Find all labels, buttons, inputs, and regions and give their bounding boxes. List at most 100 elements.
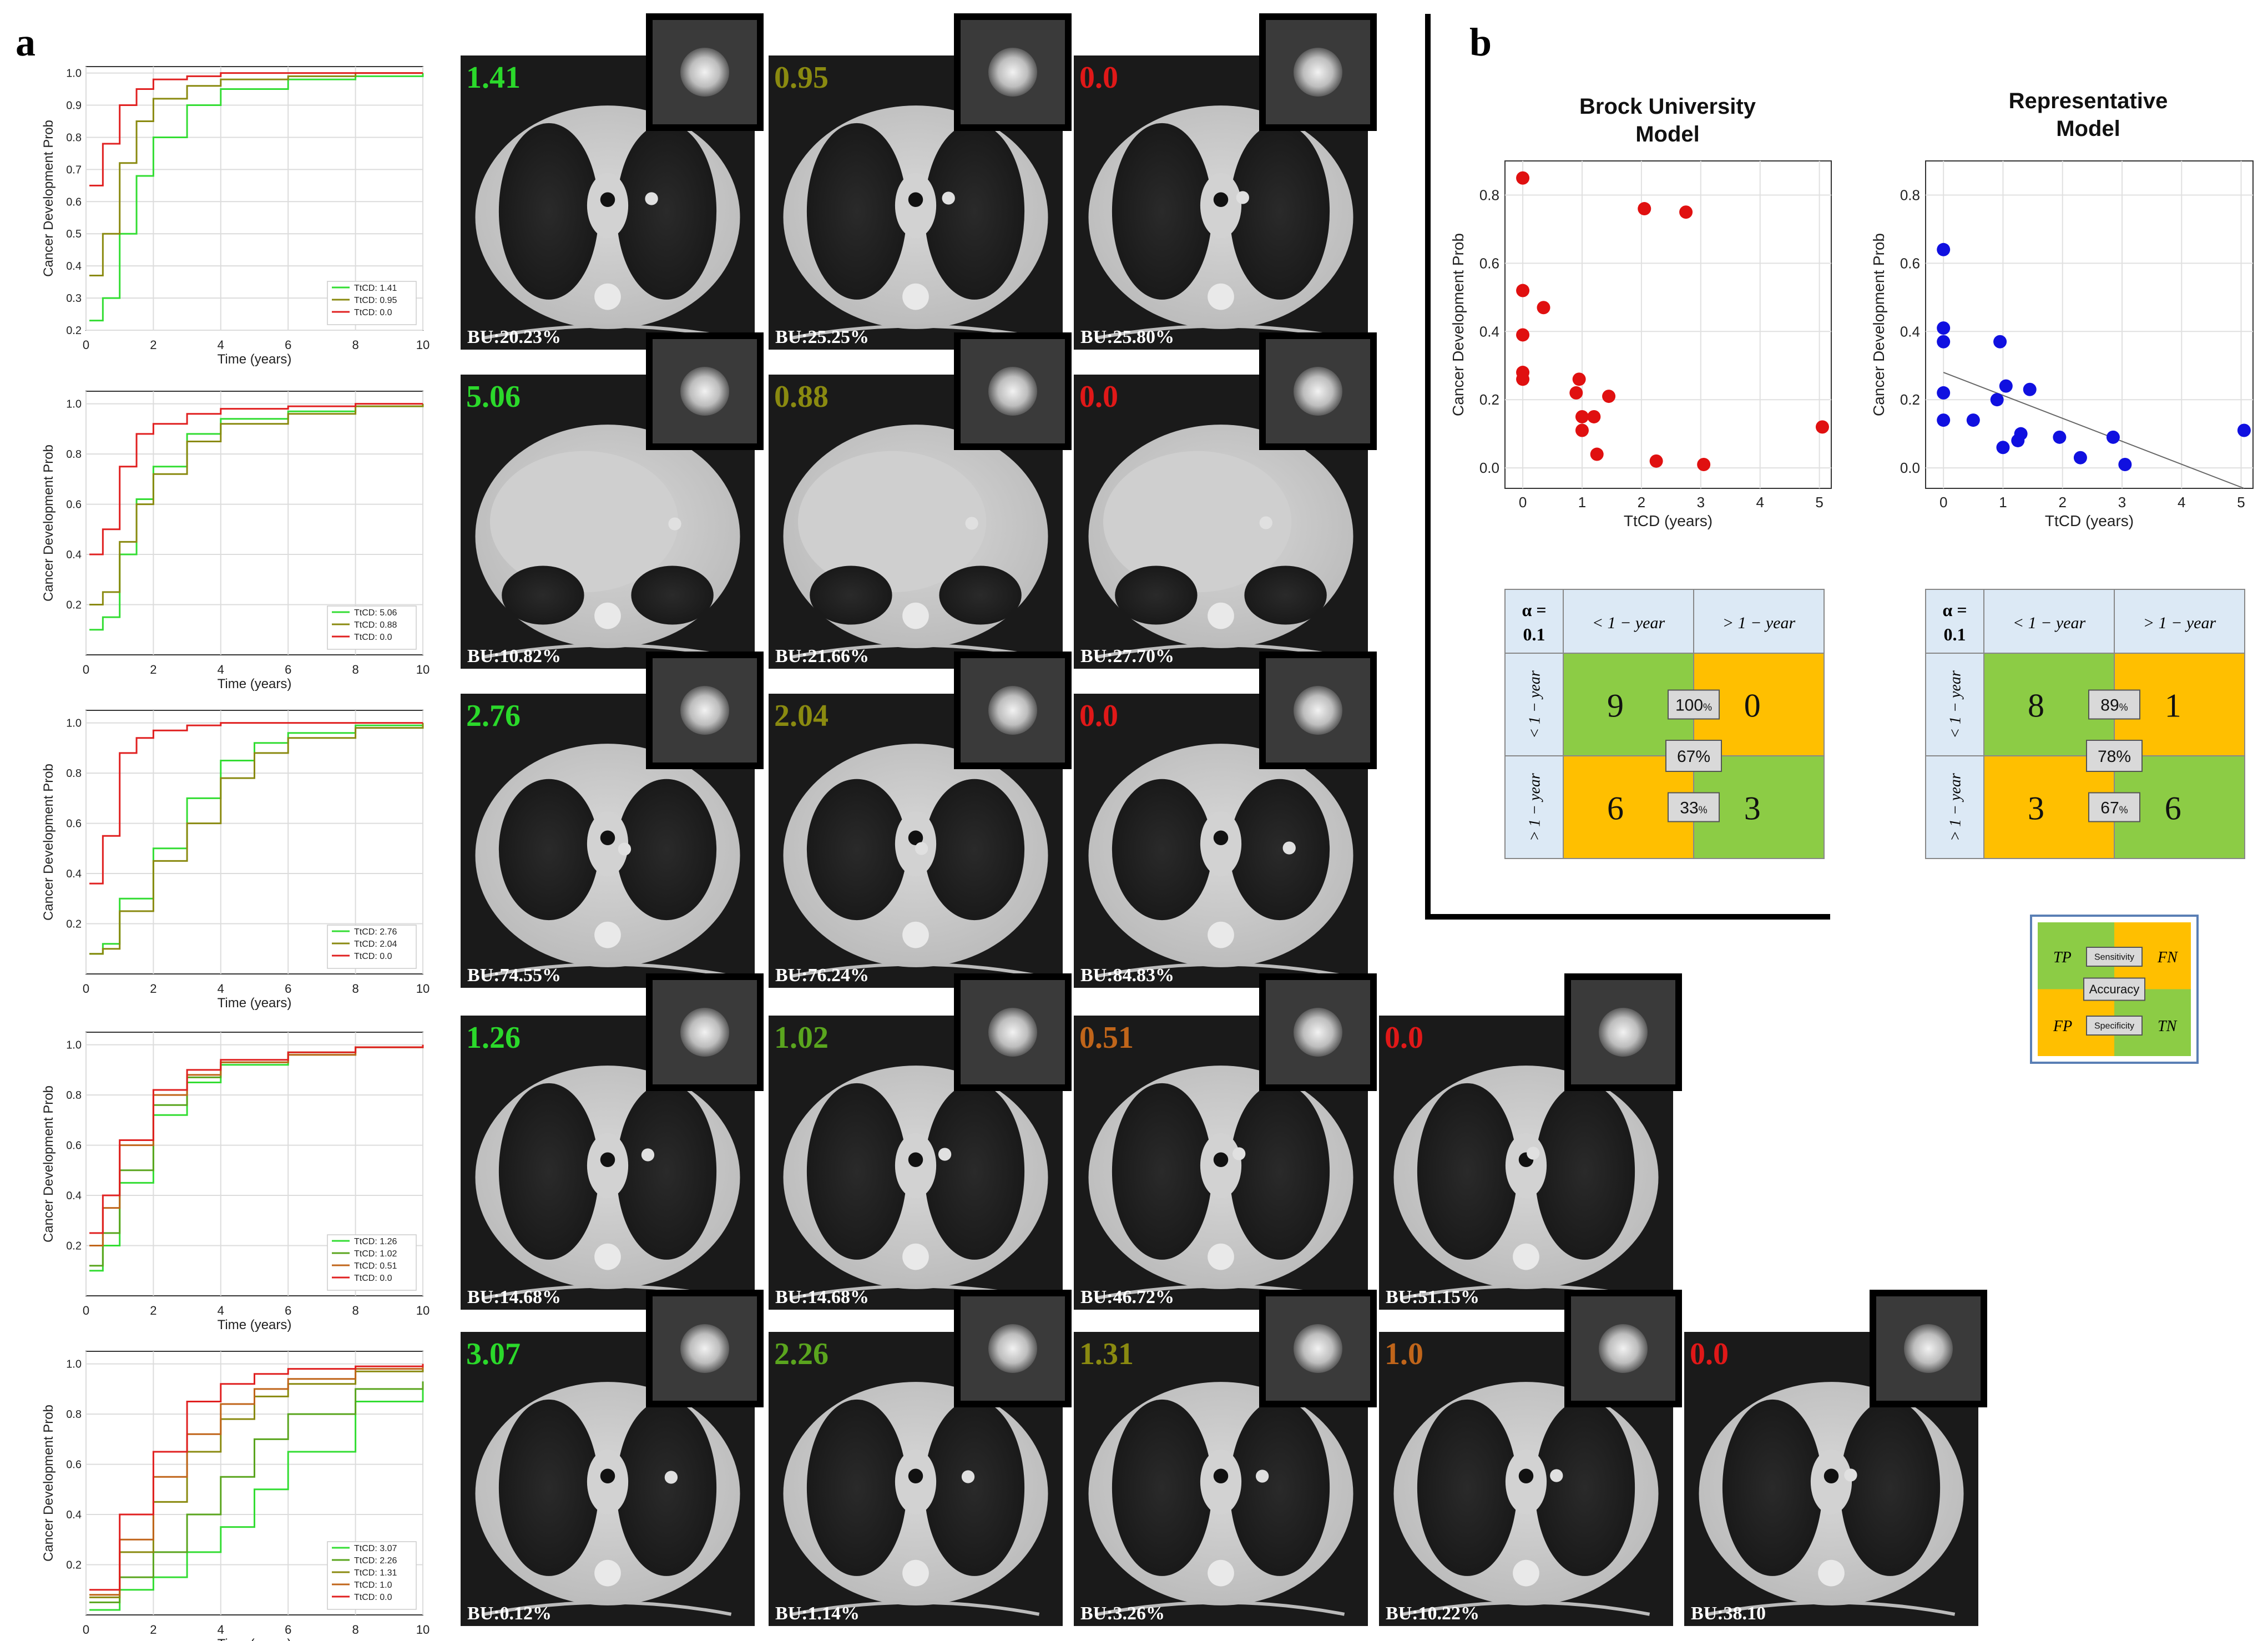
scatter-point (2053, 430, 2067, 444)
x-tick-label: 8 (352, 338, 358, 352)
legend-tp-label: TP (2053, 949, 2072, 966)
scan-table (1097, 643, 1345, 659)
x-tick-label: 8 (352, 1623, 358, 1637)
y-tick-label: 0.4 (66, 260, 82, 272)
scatter-plots: Brock University Model 0 1 2 3 4 5 0.0 0.2 0.4 0.6 0… (1449, 89, 2254, 529)
legend-entry: TtCD: 0.0 (354, 1593, 392, 1602)
scatter-point (1590, 447, 1604, 461)
curve-series-4 (89, 1364, 424, 1596)
bu-value: BU:25.80% (1080, 327, 1174, 347)
y-tick-label: 1.0 (66, 68, 82, 80)
scatter-point (1937, 243, 1951, 256)
legend-entry: TtCD: 0.0 (354, 952, 392, 961)
ct-scan-tile: 2.04 BU:76.24% (769, 652, 1072, 988)
curve-series-1 (89, 1388, 424, 1611)
y-tick-label: 1.0 (66, 1359, 82, 1371)
fp-cell-value: 3 (2028, 790, 2044, 827)
scan-table (483, 962, 732, 978)
y-tick-label: 0.7 (66, 164, 82, 176)
scatter-title: Brock University (1579, 94, 1756, 119)
x-tick-label: 10 (416, 1304, 430, 1317)
y-tick-label: 0.0 (1900, 460, 1920, 476)
col-header-cell (1693, 589, 1825, 654)
scan-spine (1208, 602, 1234, 629)
scan-nodule (915, 842, 928, 855)
panel-b-divider-vertical (1425, 14, 1431, 920)
scatter-point (1937, 335, 1951, 349)
inset-nodule (680, 1324, 729, 1373)
scatter-point (1602, 390, 1616, 403)
scan-lung-left (806, 1083, 907, 1260)
y-tick-label: 0.8 (66, 768, 82, 780)
scan-lung-left (806, 1399, 907, 1576)
tn-cell-value: 3 (1744, 790, 1761, 827)
ct-scan-tile: 1.41 BU:20.23% (461, 13, 764, 350)
sensitivity-badge (1668, 689, 1720, 720)
x-tick-label: 1 (1999, 494, 2007, 511)
scan-table (483, 1600, 732, 1616)
y-tick-label: 0.6 (1900, 255, 1920, 271)
legend-entry: TtCD: 1.31 (354, 1568, 397, 1578)
scan-lung-left (1417, 1399, 1518, 1576)
inset-nodule (988, 367, 1037, 416)
scatter-point (2237, 423, 2251, 437)
scan-trachea (600, 192, 615, 207)
legend-entry: TtCD: 0.88 (354, 620, 397, 630)
scatter-point (2106, 430, 2120, 444)
scan-lung-right (924, 1399, 1025, 1576)
scan-lung-right (1229, 779, 1330, 921)
ttcd-value: 0.51 (1079, 1021, 1134, 1055)
scan-spine (594, 283, 621, 310)
legend-entry: TtCD: 1.02 (354, 1249, 397, 1259)
y-axis-label: Cancer Development Prob (41, 120, 56, 277)
legend-specificity (2086, 1016, 2143, 1036)
scatter-point (2014, 427, 2028, 441)
scan-nodule (618, 842, 632, 856)
alpha-cell (1504, 589, 1564, 654)
x-axis-label: Time (years) (218, 352, 292, 367)
x-tick-label: 2 (2058, 494, 2066, 511)
scan-lung-right (616, 1083, 717, 1260)
x-tick-label: 4 (218, 1623, 224, 1637)
curve-series-2 (89, 403, 424, 606)
y-tick-label: 0.4 (1900, 323, 1920, 340)
y-tick-label: 0.8 (66, 1408, 82, 1421)
legend-fp-label: FP (2053, 1018, 2072, 1035)
y-tick-label: 0.8 (1900, 186, 1920, 203)
scan-trachea (1213, 192, 1229, 207)
scan-lung-right (616, 123, 717, 300)
scan-nodule (645, 192, 658, 205)
ttcd-value: 0.0 (1079, 380, 1118, 414)
ttcd-value: 0.88 (774, 380, 829, 414)
scan-lung-left (502, 565, 584, 625)
x-tick-label: 4 (218, 1304, 224, 1317)
scatter-chart-2: Representative Model 0 1 2 3 4 5 0.0 0.2 0.4 0.6 0.8… (1870, 89, 2254, 529)
scan-lung-right (1534, 1083, 1635, 1260)
inset-nodule (1294, 1008, 1342, 1057)
x-tick-label: 2 (150, 1304, 156, 1317)
x-tick-label: 5 (1815, 494, 1823, 511)
x-axis-label: TtCD (years) (1624, 512, 1713, 529)
ttcd-value: 2.76 (466, 699, 521, 733)
scatter-point (1649, 454, 1663, 468)
ct-scan-tile: 5.06 BU:10.82% (461, 332, 764, 669)
sensitivity-badge (2088, 689, 2140, 720)
bu-value: BU:20.23% (467, 327, 561, 347)
ttcd-value: 3.07 (466, 1337, 521, 1371)
y-tick-label: 0.8 (1479, 186, 1499, 203)
legend-accuracy-text: Accuracy (2089, 982, 2139, 996)
legend-entry: TtCD: 1.0 (354, 1581, 392, 1590)
curve-series-1 (89, 73, 424, 322)
y-tick-label: 0.8 (66, 1089, 82, 1102)
trend-line (1943, 372, 2245, 489)
scan-spine (594, 1559, 621, 1587)
curve-series-5 (89, 1364, 424, 1591)
confusion-legend-box: TP FN FP TN Sensitivity Accuracy Specificity (2030, 915, 2199, 1064)
legend-tn-label: TN (2158, 1018, 2178, 1035)
legend-entry: TtCD: 0.0 (354, 1274, 392, 1283)
y-tick-label: 1.0 (66, 398, 82, 411)
y-axis-label: Cancer Development Prob (41, 1085, 56, 1243)
col-header-2: > 1 − year (1723, 614, 1796, 632)
scan-table (791, 643, 1040, 659)
bu-value: BU:1.14% (775, 1603, 860, 1624)
